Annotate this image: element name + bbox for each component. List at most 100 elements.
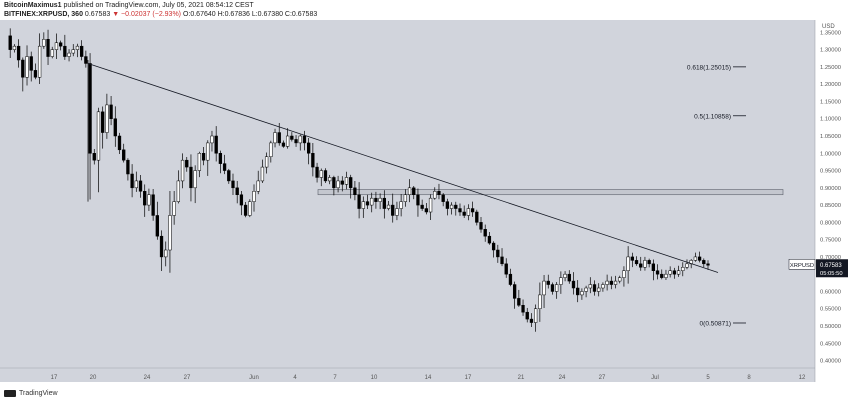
- candle-body: [512, 284, 517, 299]
- candle-body: [151, 194, 155, 216]
- fib-level-label: 0(0.50871): [700, 320, 731, 327]
- candle-body: [378, 197, 382, 202]
- candle-body: [525, 311, 529, 320]
- x-tick-label: Jul: [651, 375, 659, 381]
- symbol-label: BITFINEX:XRPUSD, 360: [4, 11, 83, 18]
- candle-body: [534, 308, 538, 323]
- candle-body: [647, 260, 651, 265]
- publish-info: BitcoinMaximus1 published on TradingView…: [4, 2, 254, 9]
- candle-body: [386, 204, 391, 209]
- candle-body: [428, 197, 433, 213]
- y-tick-label: 0.95000: [820, 169, 841, 175]
- candle-body: [122, 149, 126, 161]
- candle-body: [227, 170, 231, 182]
- candle-body: [25, 56, 29, 78]
- candle-body: [84, 56, 88, 64]
- candle-body: [155, 215, 159, 237]
- candle-body: [193, 170, 197, 189]
- candle-body: [420, 204, 424, 209]
- x-tick-label: 7: [333, 375, 337, 381]
- candle-body: [550, 284, 555, 292]
- candle-body: [269, 142, 273, 157]
- candle-body: [630, 256, 634, 261]
- candle-body: [315, 166, 319, 178]
- y-tick-label: 0.55000: [820, 307, 841, 313]
- candle-body: [651, 263, 656, 271]
- candle-body: [643, 260, 647, 268]
- candle-body: [681, 267, 685, 271]
- candle-body: [33, 70, 38, 78]
- candle-body: [134, 180, 138, 189]
- candle-body: [260, 166, 265, 182]
- candle-body: [391, 204, 395, 216]
- candle-body: [546, 280, 550, 285]
- candle-body: [340, 180, 344, 185]
- candle-body: [71, 49, 75, 54]
- candle-body: [353, 187, 357, 195]
- candle-body: [622, 270, 626, 278]
- candle-body: [702, 260, 706, 265]
- candle-body: [16, 45, 21, 61]
- candle-body: [588, 284, 592, 289]
- candle-body: [508, 273, 513, 285]
- candle-body: [597, 287, 601, 292]
- candle-body: [273, 132, 277, 144]
- candle-body: [500, 256, 504, 265]
- candle-body: [580, 291, 584, 296]
- candle-body: [693, 256, 698, 261]
- candle-body: [441, 194, 445, 202]
- candle-body: [483, 229, 487, 237]
- candle-body: [248, 201, 252, 216]
- candle-body: [277, 132, 281, 144]
- candle-body: [147, 194, 151, 206]
- candle-body: [479, 222, 483, 230]
- y-tick-label: 1.10000: [820, 117, 841, 123]
- candle-body: [357, 194, 361, 209]
- candle-body: [328, 177, 332, 182]
- y-tick-label: 0.90000: [820, 186, 841, 192]
- candle-body: [189, 166, 193, 189]
- candle-body: [239, 194, 244, 206]
- y-axis-unit: USD: [822, 24, 835, 30]
- candle-body: [344, 177, 349, 185]
- candle-body: [235, 187, 239, 195]
- candle-body: [567, 273, 571, 282]
- candle-body: [42, 39, 46, 47]
- candle-body: [185, 159, 189, 168]
- footer-brand: TradingView: [19, 390, 58, 397]
- candle-body: [395, 208, 399, 216]
- candle-body: [197, 153, 202, 171]
- candle-body: [601, 284, 605, 289]
- candle-body: [88, 63, 92, 154]
- y-tick-label: 1.00000: [820, 151, 841, 157]
- x-tick-label: 20: [90, 375, 97, 381]
- descending-trendline: [87, 63, 719, 273]
- candle-body: [412, 187, 416, 195]
- candle-body: [399, 201, 403, 209]
- tradingview-logo-icon: [4, 390, 16, 397]
- candle-body: [63, 45, 67, 57]
- candle-body: [555, 284, 559, 292]
- y-tick-label: 0.70000: [820, 255, 841, 261]
- candle-body: [109, 104, 113, 119]
- candle-body: [349, 177, 353, 189]
- candle-body: [576, 287, 580, 296]
- y-tick-label: 0.85000: [820, 203, 841, 209]
- candle-body: [336, 180, 340, 189]
- candle-body: [311, 153, 315, 168]
- last-price: 0.67583: [84, 11, 111, 18]
- candle-body: [626, 256, 630, 271]
- candle-body: [176, 180, 180, 202]
- fib-level-label: 0.5(1.10858): [694, 113, 731, 120]
- price-chart[interactable]: 0.618(1.25015) 0.5(1.10858) 0(0.50871) USD…: [0, 20, 850, 382]
- candle-body: [37, 45, 42, 78]
- candle-body: [449, 204, 454, 209]
- candle-body: [138, 180, 143, 192]
- candle-body: [231, 180, 235, 189]
- candle-body: [609, 280, 613, 285]
- candle-body: [222, 163, 227, 171]
- y-tick-label: 0.75000: [820, 238, 841, 244]
- candle-body: [382, 197, 386, 209]
- candle-body: [458, 208, 462, 213]
- candle-body: [172, 201, 176, 216]
